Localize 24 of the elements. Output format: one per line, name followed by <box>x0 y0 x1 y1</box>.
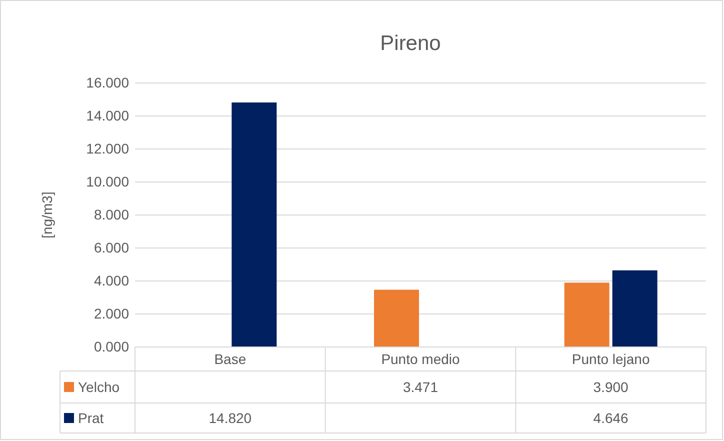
y-tick-label: 4.000 <box>94 272 130 288</box>
bar <box>564 282 610 347</box>
legend-label: Yelcho <box>78 379 120 395</box>
bar <box>612 270 658 347</box>
y-tick-label: 8.000 <box>94 206 130 222</box>
chart-title: Pireno <box>380 32 441 55</box>
y-tick-label: 10.000 <box>86 173 130 190</box>
x-tick-label: Punto lejano <box>572 351 650 367</box>
bar <box>374 290 419 347</box>
legend-label: Prat <box>78 410 104 426</box>
x-tick-label: Base <box>214 351 246 367</box>
y-axis-title: [ng/m3] <box>39 192 55 238</box>
data-label: 3.471 <box>402 379 438 395</box>
y-tick-label: 12.000 <box>86 140 130 156</box>
y-tick-label: 0.000 <box>94 338 130 354</box>
bar <box>232 102 277 347</box>
data-label: 3.900 <box>593 379 629 395</box>
x-tick-label: Punto medio <box>381 351 460 367</box>
y-tick-label: 2.000 <box>94 305 130 322</box>
y-tick-label: 6.000 <box>94 239 130 256</box>
y-tick-label: 14.000 <box>86 107 130 124</box>
y-tick-label: 16.000 <box>86 74 130 90</box>
data-label: 14.820 <box>208 410 252 426</box>
data-label: 4.646 <box>593 410 629 426</box>
